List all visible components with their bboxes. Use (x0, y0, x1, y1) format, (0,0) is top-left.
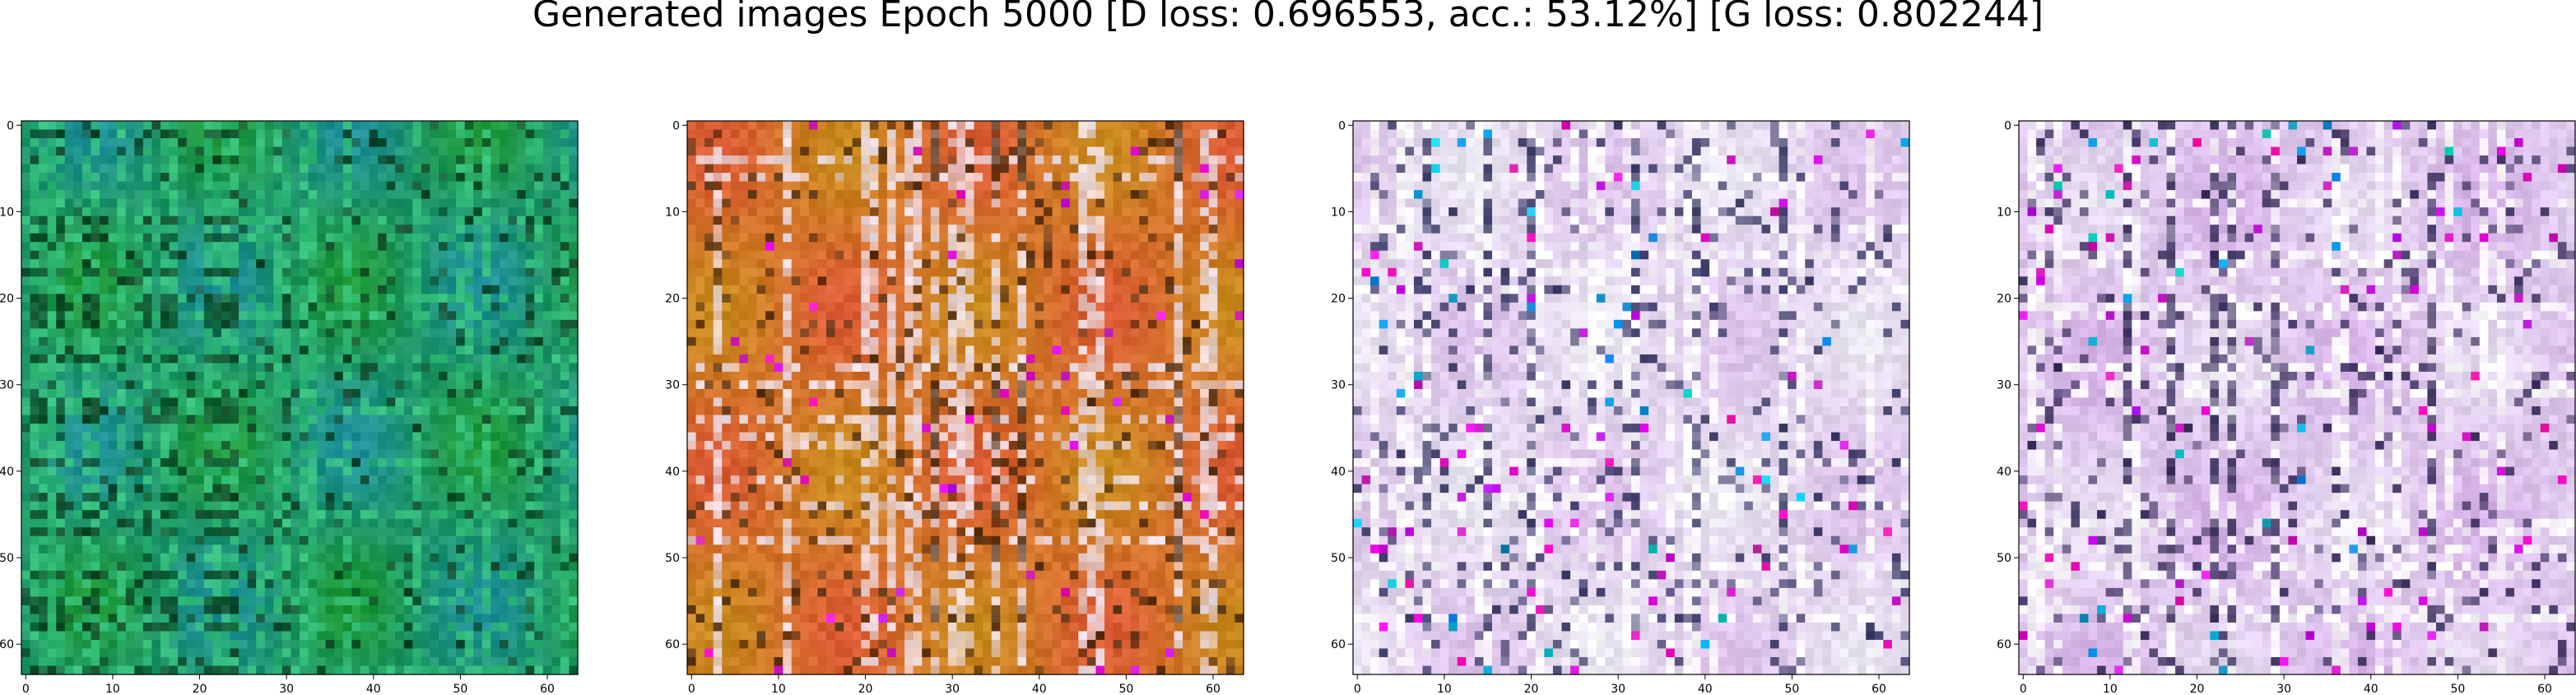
generated-image-3 (1353, 121, 1910, 675)
y-tick-label: 60 (0, 638, 14, 651)
x-tick-label: 40 (2364, 683, 2378, 695)
x-tick-label: 30 (945, 683, 960, 695)
x-tick-label: 30 (279, 683, 294, 695)
y-tick-label: 40 (1331, 466, 1346, 479)
y-tick-label: 30 (1997, 379, 2011, 392)
y-tick-label: 10 (0, 206, 14, 219)
y-tick-label: 30 (665, 379, 680, 392)
x-tick-label: 60 (2537, 683, 2552, 695)
x-tick-label: 50 (2450, 683, 2465, 695)
y-tick-label: 60 (1997, 638, 2011, 651)
y-tick-label: 40 (0, 466, 14, 479)
x-tick-label: 50 (1118, 683, 1133, 695)
x-tick-label: 10 (1437, 683, 1452, 695)
image-panel-4: 0 10 20 30 40 50 60 0 10 20 30 40 50 60 (1997, 119, 2576, 695)
generated-image-1 (21, 121, 579, 675)
generated-image-4 (2019, 121, 2576, 675)
x-tick-label: 60 (540, 683, 555, 695)
y-tick-label: 20 (1997, 293, 2011, 306)
x-tick-label: 20 (193, 683, 207, 695)
x-tick-label: 30 (2276, 683, 2291, 695)
generated-image-2 (687, 121, 1244, 675)
x-tick-label: 10 (771, 683, 786, 695)
x-tick-label: 0 (2020, 683, 2027, 695)
x-tick-label: 20 (1524, 683, 1539, 695)
y-tick-label: 20 (0, 293, 14, 306)
y-tick-label: 0 (2004, 119, 2011, 132)
y-tick-label: 10 (1997, 206, 2011, 219)
x-tick-label: 10 (2103, 683, 2118, 695)
image-panel-2: 0 10 20 30 40 50 60 0 10 20 30 40 50 60 (665, 119, 1244, 695)
y-tick-label: 0 (7, 119, 14, 132)
y-tick-label: 50 (0, 552, 14, 565)
x-tick-label: 0 (688, 683, 695, 695)
x-tick-label: 20 (858, 683, 873, 695)
x-tick-label: 40 (366, 683, 381, 695)
figure-title: Generated images Epoch 5000 [D loss: 0.6… (532, 0, 2044, 35)
y-tick-label: 20 (1331, 293, 1346, 306)
y-tick-label: 50 (1997, 552, 2011, 565)
x-tick-label: 0 (1354, 683, 1361, 695)
x-tick-label: 50 (453, 683, 467, 695)
y-tick-label: 30 (0, 379, 14, 392)
axes-frame-1 (21, 120, 579, 675)
x-tick-label: 10 (105, 683, 120, 695)
y-tick-label: 60 (1331, 638, 1346, 651)
x-tick-label: 60 (1872, 683, 1886, 695)
y-tick-label: 0 (672, 119, 680, 132)
x-tick-label: 60 (1206, 683, 1221, 695)
y-tick-label: 30 (1331, 379, 1346, 392)
y-tick-label: 0 (1338, 119, 1346, 132)
image-panel-1: 0 10 20 30 40 50 60 0 10 20 30 40 50 60 (0, 119, 579, 695)
y-tick-label: 50 (665, 552, 680, 565)
y-tick-label: 50 (1331, 552, 1346, 565)
y-tick-label: 40 (1997, 466, 2011, 479)
y-tick-label: 20 (665, 293, 680, 306)
x-tick-label: 50 (1784, 683, 1799, 695)
x-tick-label: 30 (1611, 683, 1625, 695)
y-tick-label: 10 (665, 206, 680, 219)
x-tick-label: 40 (1032, 683, 1047, 695)
axes-frame-2 (686, 120, 1244, 675)
axes-frame-3 (1352, 120, 1910, 675)
y-tick-label: 40 (665, 466, 680, 479)
y-tick-label: 60 (665, 638, 680, 651)
image-panel-3: 0 10 20 30 40 50 60 0 10 20 30 40 50 60 (1331, 119, 1910, 695)
axes-frame-4 (2018, 120, 2576, 675)
x-tick-label: 40 (1698, 683, 1713, 695)
y-tick-label: 10 (1331, 206, 1346, 219)
x-tick-label: 0 (22, 683, 30, 695)
x-tick-label: 20 (2190, 683, 2205, 695)
